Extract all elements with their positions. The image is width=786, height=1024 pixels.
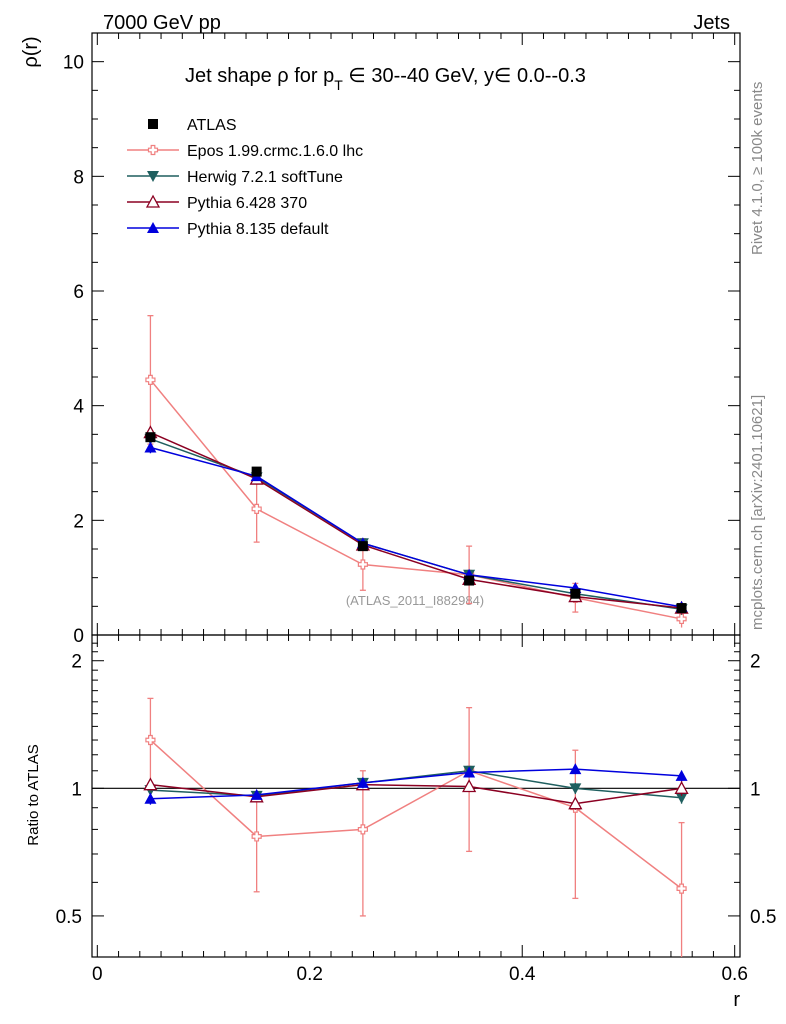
series-line <box>149 379 682 620</box>
legend-entry-pythia-8-135-default: Pythia 8.135 default <box>127 221 329 238</box>
data-point <box>675 792 688 804</box>
data-point <box>145 432 156 443</box>
series-line <box>150 438 682 610</box>
ratio-frame <box>91 634 741 958</box>
data-point <box>357 824 368 835</box>
data-point <box>145 734 156 746</box>
data-point <box>250 788 263 800</box>
main-series-epos-1-99-crmc-1-6-0-lhc <box>145 315 687 628</box>
series-line <box>150 446 682 608</box>
data-point <box>568 796 583 810</box>
data-point <box>676 603 687 614</box>
series-line <box>150 431 682 609</box>
legend-entry-epos-1-99-crmc-1-6-0-lhc: Epos 1.99.crmc.1.6.0 lhc <box>127 143 363 160</box>
data-point <box>570 588 581 599</box>
data-point <box>251 831 262 842</box>
xtick-label: 0.4 <box>509 964 536 985</box>
ratio-ytick-label: 2 <box>71 652 82 673</box>
ratio-ylabel: Ratio to ATLAS <box>25 744 42 845</box>
main-series-pythia-6-428-370 <box>143 425 689 614</box>
xtick-label: 0.6 <box>721 964 747 985</box>
data-point <box>676 883 687 894</box>
main-title: Jet shape ρ for pT ∈ 30--40 GeV, y∈ 0.0-… <box>185 65 586 93</box>
data-point <box>464 575 475 586</box>
data-point <box>143 777 158 791</box>
data-point <box>674 780 689 794</box>
ratio-ytick-label: 1 <box>71 779 82 800</box>
legend-label: Pythia 6.428 370 <box>187 195 307 212</box>
main-ytick-label: 8 <box>73 167 84 188</box>
data-point <box>144 441 157 453</box>
main-ytick-label: 6 <box>73 282 84 303</box>
data-point <box>251 466 262 477</box>
data-point <box>569 763 582 775</box>
header-left: 7000 GeV pp <box>103 12 221 34</box>
legend-marker <box>147 144 159 156</box>
ratio-series-pythia-8-135-default <box>144 763 688 805</box>
data-point <box>569 783 582 795</box>
data-point <box>463 766 476 778</box>
analysis-watermark: (ATLAS_2011_I882984) <box>346 593 484 608</box>
series-line <box>149 739 683 890</box>
title-suffix: ∈ 30--40 GeV, y∈ 0.0--0.3 <box>343 65 586 87</box>
ratio-ytick-label-right: 1 <box>750 779 761 800</box>
data-point <box>462 779 477 793</box>
main-ytick-label: 4 <box>73 397 84 418</box>
legend-entry-pythia-6-428-370: Pythia 6.428 370 <box>127 194 307 212</box>
legend-label: Pythia 8.135 default <box>187 221 329 238</box>
legend-marker <box>147 171 159 182</box>
main-series-atlas <box>145 432 687 614</box>
main-ytick-label: 10 <box>63 53 84 74</box>
main-ytick-label: 0 <box>73 626 84 647</box>
title-prefix: Jet shape ρ for p <box>185 65 334 87</box>
series-line <box>150 768 682 800</box>
legend-marker <box>145 194 161 208</box>
xtick-label: 0 <box>92 964 103 985</box>
legend: ATLAS Epos 1.99.crmc.1.6.0 lhc Herwig 7.2.… <box>127 117 363 238</box>
ratio-panel: 0.5 0.5 1 1 2 2 0 0.2 0.4 0.6 <box>56 634 776 985</box>
ratio-ytick-label-right: 2 <box>750 652 761 673</box>
main-series-pythia-8-135-default <box>144 441 688 612</box>
rivet-label: Rivet 4.1.0, ≥ 100k events <box>749 82 766 255</box>
data-point <box>251 503 262 514</box>
legend-marker <box>147 222 159 233</box>
header-right: Jets <box>693 12 730 34</box>
ratio-series-epos-1-99-crmc-1-6-0-lhc <box>145 697 687 957</box>
legend-label: Epos 1.99.crmc.1.6.0 lhc <box>187 143 363 160</box>
main-ytick-label: 2 <box>73 511 84 532</box>
data-point <box>357 559 368 570</box>
title-sub: T <box>334 77 343 93</box>
data-point <box>676 613 687 625</box>
legend-label: Herwig 7.2.1 softTune <box>187 169 343 186</box>
ratio-ytick-label: 0.5 <box>56 907 82 928</box>
data-point <box>144 792 157 804</box>
data-point <box>357 541 368 552</box>
legend-label: ATLAS <box>187 117 237 134</box>
main-series-herwig-7-2-1-softtune <box>144 433 688 616</box>
main-panel: 0 2 4 6 8 10 <box>63 32 741 647</box>
data-point <box>356 776 369 788</box>
legend-marker <box>148 119 158 129</box>
x-axis-label: r <box>733 989 740 1011</box>
mcplots-label: mcplots.cern.ch [arXiv:2401.10621] <box>749 395 766 630</box>
data-point <box>675 769 688 781</box>
xtick-label: 0.2 <box>297 964 323 985</box>
data-point <box>145 374 156 385</box>
ratio-ytick-label-right: 0.5 <box>750 907 776 928</box>
legend-entry-herwig-7-2-1-softtune: Herwig 7.2.1 softTune <box>127 169 343 186</box>
main-ylabel: ρ(r) <box>20 36 42 67</box>
legend-entry-atlas: ATLAS <box>148 117 237 134</box>
